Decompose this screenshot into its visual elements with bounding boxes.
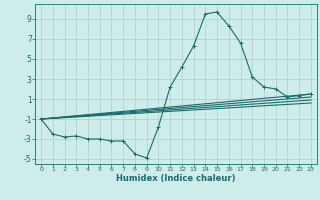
X-axis label: Humidex (Indice chaleur): Humidex (Indice chaleur) bbox=[116, 174, 236, 183]
